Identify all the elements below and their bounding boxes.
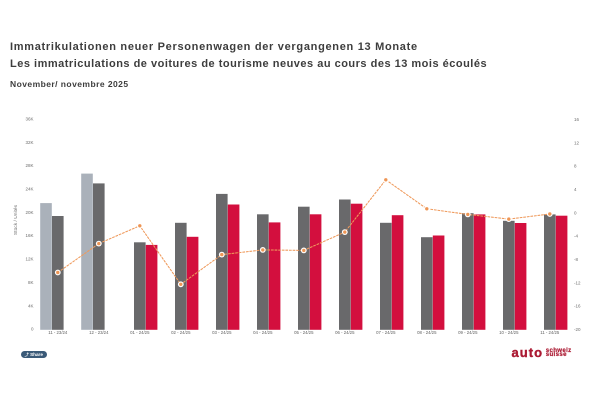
svg-text:-20: -20 [574,327,581,332]
svg-text:4: 4 [574,187,577,192]
svg-text:-8: -8 [574,257,578,262]
svg-text:02 - 24/25: 02 - 24/25 [171,330,191,335]
svg-text:8: 8 [574,164,577,169]
svg-text:01 - 24/25: 01 - 24/25 [130,330,150,335]
svg-text:28K: 28K [25,163,33,168]
svg-text:08 - 24/25: 08 - 24/25 [417,330,437,335]
svg-text:16: 16 [574,117,580,122]
svg-text:10 - 24/25: 10 - 24/25 [499,330,519,335]
svg-text:-4: -4 [574,234,578,239]
svg-text:8K: 8K [28,280,34,285]
svg-text:12K: 12K [25,257,33,262]
svg-text:0: 0 [31,327,34,332]
svg-text:06 - 24/25: 06 - 24/25 [335,330,355,335]
svg-text:24K: 24K [25,187,33,192]
svg-text:20K: 20K [25,210,33,215]
svg-text:Stück / Unités: Stück / Unités [13,204,19,235]
svg-text:12 - 23/24: 12 - 23/24 [89,330,109,335]
svg-text:11 - 24/25: 11 - 24/25 [540,330,560,335]
svg-text:09 - 24/25: 09 - 24/25 [458,330,478,335]
svg-text:-16: -16 [574,304,581,309]
svg-text:4K: 4K [28,303,34,308]
svg-text:-12: -12 [574,280,581,285]
svg-text:04 - 24/25: 04 - 24/25 [253,330,273,335]
svg-text:05 - 24/25: 05 - 24/25 [294,330,314,335]
svg-text:07 - 24/25: 07 - 24/25 [376,330,396,335]
svg-text:0: 0 [574,210,577,215]
svg-text:36K: 36K [25,117,33,122]
svg-text:32K: 32K [25,140,33,145]
svg-text:12: 12 [574,140,580,145]
svg-text:11 - 23/24: 11 - 23/24 [48,330,68,335]
svg-text:03 - 24/25: 03 - 24/25 [212,330,232,335]
svg-text:16K: 16K [25,233,33,238]
